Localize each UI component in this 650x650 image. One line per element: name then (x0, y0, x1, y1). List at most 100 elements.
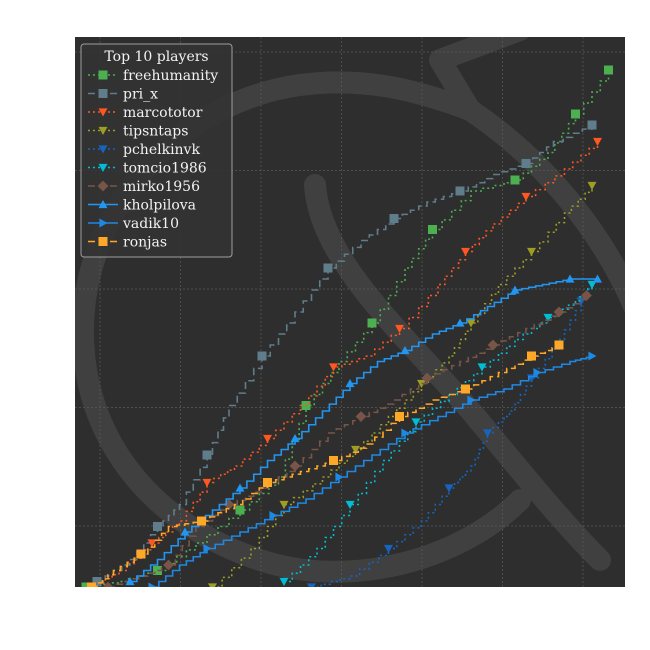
data-point (87, 582, 96, 587)
data-point (355, 411, 367, 422)
series-ronjas (87, 340, 564, 587)
legend-item: marcototor (88, 105, 203, 121)
watermark-ear (429, 37, 625, 313)
legend-label: mirko1956 (123, 179, 200, 195)
watermark-logo (75, 37, 625, 583)
legend-swatch-marker (97, 180, 109, 192)
series-pchelkinvk (307, 280, 597, 587)
data-point (279, 577, 289, 586)
data-point (593, 137, 602, 146)
data-point (467, 395, 476, 405)
data-point (571, 109, 580, 119)
series-kholpilova (125, 274, 602, 586)
watermark-arc (75, 71, 531, 583)
data-point (263, 434, 272, 443)
data-point (565, 274, 575, 283)
data-point (307, 583, 316, 587)
data-point (345, 379, 355, 388)
data-point (521, 192, 531, 201)
data-point (384, 544, 393, 553)
data-point (400, 346, 410, 355)
series-tipsntaps (208, 181, 597, 587)
series-mirko1956 (102, 290, 592, 587)
data-point (587, 181, 597, 190)
data-point (290, 434, 300, 443)
series-line-mirko1956 (108, 295, 588, 587)
data-point (163, 559, 174, 571)
legend-label: freehumanity (123, 68, 218, 84)
legend-item: ronjas (88, 235, 167, 251)
legend-item: mirko1956 (88, 179, 200, 195)
legend-title: Top 10 players (104, 49, 208, 65)
series-line-ronjas (91, 345, 560, 587)
data-point (401, 428, 410, 438)
data-point (202, 450, 212, 460)
data-point (395, 324, 404, 333)
data-point (428, 225, 437, 234)
data-point (92, 577, 102, 586)
data-point (421, 372, 433, 384)
legend-item: pri_x (88, 87, 158, 103)
data-point (202, 478, 212, 487)
data-point (553, 306, 565, 318)
legend-item: tomcio1986 (88, 161, 207, 177)
data-point (235, 505, 245, 515)
data-point (581, 290, 592, 301)
data-point (289, 460, 301, 472)
data-point (329, 363, 338, 372)
data-point (411, 418, 421, 427)
watermark-mane (304, 174, 611, 571)
legend-items: freehumanity pri_x marcototor tipsntaps pche… (88, 68, 218, 251)
data-point (367, 318, 377, 328)
series-layer (81, 65, 613, 587)
series-line-freehumanity (86, 70, 610, 587)
data-point (510, 175, 520, 185)
data-point (444, 484, 454, 493)
legend-label: tomcio1986 (123, 161, 207, 177)
data-point (180, 527, 190, 536)
legend-label: pri_x (123, 87, 158, 103)
data-point (389, 214, 399, 223)
data-point (395, 412, 404, 421)
data-point (148, 582, 157, 587)
series-line-pchelkinvk (311, 284, 593, 587)
data-point (604, 65, 613, 75)
data-point (81, 582, 91, 587)
legend-swatch-marker (98, 163, 108, 172)
legend-swatch-marker (98, 89, 108, 98)
data-point (335, 472, 344, 482)
legend-swatch-marker (99, 218, 108, 228)
legend-label: ronjas (123, 235, 167, 251)
data-point (587, 280, 597, 289)
data-point (223, 499, 235, 510)
data-point (466, 319, 476, 328)
data-point (593, 274, 602, 283)
data-point (257, 351, 267, 361)
legend-label: vadik10 (122, 216, 179, 232)
legend-box (80, 43, 233, 258)
data-point (269, 511, 278, 520)
legend-item: pchelkinvk (88, 142, 200, 158)
legend-swatch-marker (98, 108, 108, 117)
data-point (483, 429, 492, 438)
data-point (203, 544, 212, 553)
data-point (461, 384, 470, 394)
data-point (197, 516, 206, 526)
legend-swatch-marker (98, 200, 108, 209)
legend-swatch-marker (98, 237, 108, 246)
data-point (455, 318, 465, 327)
data-point (235, 483, 245, 492)
series-line-kholpilova (130, 278, 598, 583)
series-line-vadik10 (152, 356, 593, 587)
data-point (527, 351, 536, 361)
data-point (208, 583, 217, 587)
data-point (136, 549, 146, 559)
data-point (461, 247, 470, 256)
data-point (543, 313, 553, 322)
legend-label: pchelkinvk (123, 142, 200, 158)
data-point (323, 263, 333, 273)
data-point (279, 500, 289, 509)
data-point (263, 478, 272, 487)
legend-swatch-marker (98, 145, 108, 154)
data-point (102, 581, 114, 587)
